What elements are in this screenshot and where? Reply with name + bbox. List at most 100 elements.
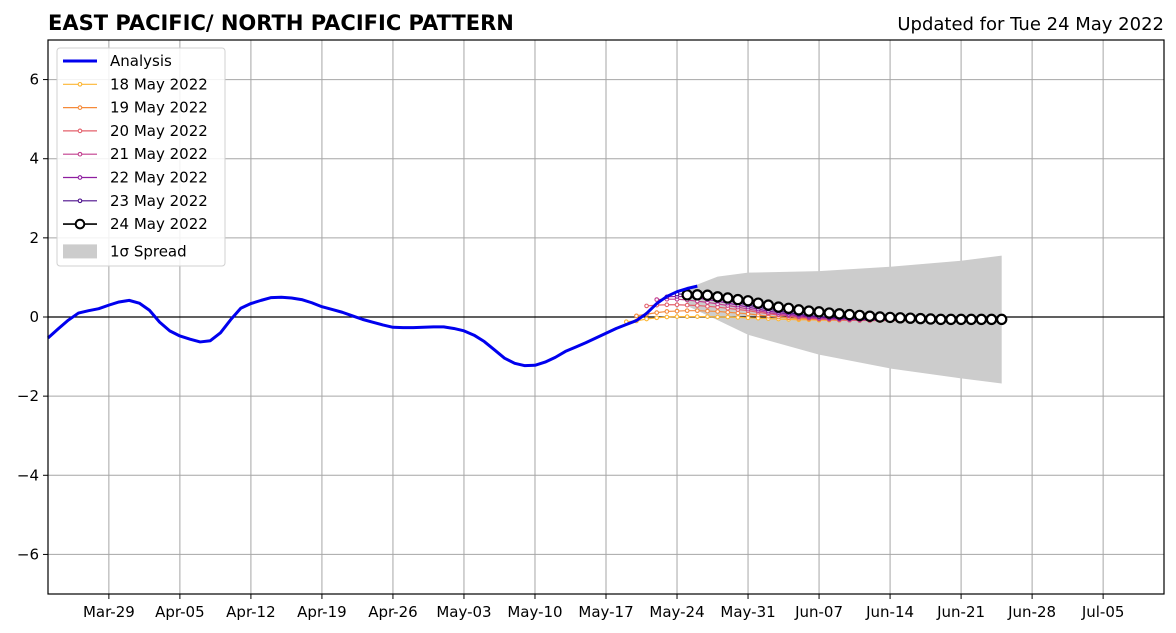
forecast-point bbox=[705, 308, 710, 314]
legend-label: 21 May 2022 bbox=[110, 145, 208, 163]
y-tick-label: 0 bbox=[29, 308, 39, 326]
forecast-point bbox=[935, 313, 947, 326]
forecast-point bbox=[694, 308, 700, 314]
forecast-point bbox=[684, 302, 690, 308]
legend-swatch bbox=[63, 244, 97, 259]
legend-marker bbox=[77, 151, 83, 157]
chart-updated-date: Updated for Tue 24 May 2022 bbox=[897, 14, 1164, 35]
x-axis-ticks: Mar-29 Apr-05 Apr-12 Apr-19 Apr-26 May-03 May-… bbox=[83, 594, 1124, 621]
forecast-point bbox=[752, 297, 764, 309]
forecast-point bbox=[985, 313, 998, 326]
forecast-point bbox=[705, 303, 710, 309]
legend-marker bbox=[77, 175, 83, 180]
y-tick-label: −2 bbox=[17, 387, 39, 405]
forecast-point bbox=[914, 312, 927, 325]
forecast-point bbox=[705, 314, 710, 319]
forecast-point bbox=[975, 313, 988, 326]
y-tick-label: 6 bbox=[29, 71, 39, 89]
forecast-point bbox=[664, 302, 670, 308]
forecast-point bbox=[853, 309, 866, 322]
forecast-point bbox=[674, 308, 680, 314]
legend-label: 20 May 2022 bbox=[110, 122, 208, 140]
forecast-point bbox=[823, 307, 835, 319]
legend-label: 19 May 2022 bbox=[110, 99, 208, 117]
y-tick-label: −4 bbox=[17, 466, 39, 484]
legend-marker bbox=[77, 198, 83, 204]
forecast-point bbox=[674, 302, 680, 308]
x-tick-label: Jul-05 bbox=[1081, 603, 1125, 621]
forecast-point bbox=[732, 293, 744, 306]
forecast-point bbox=[742, 295, 754, 307]
forecast-point bbox=[644, 303, 649, 309]
x-tick-label: Jun-21 bbox=[936, 603, 985, 621]
legend-box bbox=[56, 47, 226, 267]
forecast-point bbox=[995, 313, 1008, 326]
legend-marker bbox=[77, 128, 83, 134]
forecast-point bbox=[694, 303, 700, 308]
x-tick-label: Apr-05 bbox=[155, 603, 205, 621]
forecast-point bbox=[924, 313, 937, 325]
x-tick-label: May-17 bbox=[578, 603, 633, 621]
forecast-point bbox=[654, 297, 660, 302]
forecast-point bbox=[694, 314, 700, 319]
legend-marker bbox=[77, 105, 83, 110]
y-axis-ticks: −6 −4 −2 0 2 4 6 bbox=[17, 71, 48, 563]
forecast-point bbox=[772, 301, 785, 313]
forecast-point bbox=[884, 311, 896, 324]
forecast-point bbox=[735, 315, 741, 320]
forecast-point bbox=[813, 306, 825, 318]
forecast-point bbox=[664, 314, 670, 320]
forecast-point bbox=[843, 308, 856, 321]
forecast-point bbox=[722, 292, 734, 304]
legend-label: 1σ Spread bbox=[110, 242, 187, 260]
forecast-point bbox=[674, 314, 680, 319]
x-tick-label: Jun-28 bbox=[1007, 603, 1056, 621]
forecast-point bbox=[644, 316, 649, 322]
forecast-point bbox=[654, 315, 660, 321]
legend-label: Analysis bbox=[110, 52, 172, 70]
forecast-point bbox=[762, 299, 775, 311]
forecast-point bbox=[715, 314, 720, 320]
y-tick-label: 2 bbox=[29, 229, 39, 247]
forecast-point bbox=[684, 308, 690, 314]
legend-marker bbox=[77, 81, 83, 87]
analysis-line bbox=[46, 284, 698, 368]
legend-label: 22 May 2022 bbox=[110, 169, 208, 187]
forecast-point bbox=[955, 313, 967, 326]
forecast-point bbox=[725, 314, 731, 320]
x-tick-label: Jun-14 bbox=[865, 603, 914, 621]
forecast-point bbox=[701, 289, 714, 301]
forecast-series bbox=[623, 289, 1008, 326]
legend-label: 24 May 2022 bbox=[110, 215, 208, 233]
forecast-point bbox=[782, 302, 795, 314]
x-tick-label: May-03 bbox=[436, 603, 491, 621]
x-tick-label: May-31 bbox=[720, 603, 775, 621]
forecast-point bbox=[725, 309, 731, 315]
legend-label: 23 May 2022 bbox=[110, 192, 208, 210]
forecast-point bbox=[691, 289, 704, 301]
x-tick-label: May-24 bbox=[649, 603, 704, 621]
x-tick-label: Mar-29 bbox=[83, 603, 135, 621]
forecast-point bbox=[715, 309, 720, 314]
forecast-point bbox=[965, 313, 977, 326]
forecast-point bbox=[793, 304, 805, 316]
x-tick-label: Apr-19 bbox=[297, 603, 347, 621]
y-tick-label: −6 bbox=[17, 545, 39, 563]
x-tick-label: May-10 bbox=[507, 603, 562, 621]
forecast-point bbox=[654, 310, 660, 315]
x-tick-label: Apr-26 bbox=[368, 603, 418, 621]
forecast-point bbox=[634, 313, 639, 319]
forecast-point bbox=[945, 313, 957, 326]
forecast-point bbox=[684, 314, 690, 319]
forecast-point bbox=[803, 305, 815, 317]
forecast-point bbox=[711, 291, 724, 303]
forecast-point bbox=[745, 315, 751, 321]
forecast-point bbox=[874, 311, 886, 323]
forecast-point bbox=[681, 289, 693, 301]
forecast-point bbox=[833, 308, 846, 320]
legend-label: 18 May 2022 bbox=[110, 75, 208, 93]
x-tick-label: Jun-07 bbox=[794, 603, 843, 621]
x-tick-label: Apr-12 bbox=[226, 603, 276, 621]
forecast-point bbox=[864, 310, 876, 322]
